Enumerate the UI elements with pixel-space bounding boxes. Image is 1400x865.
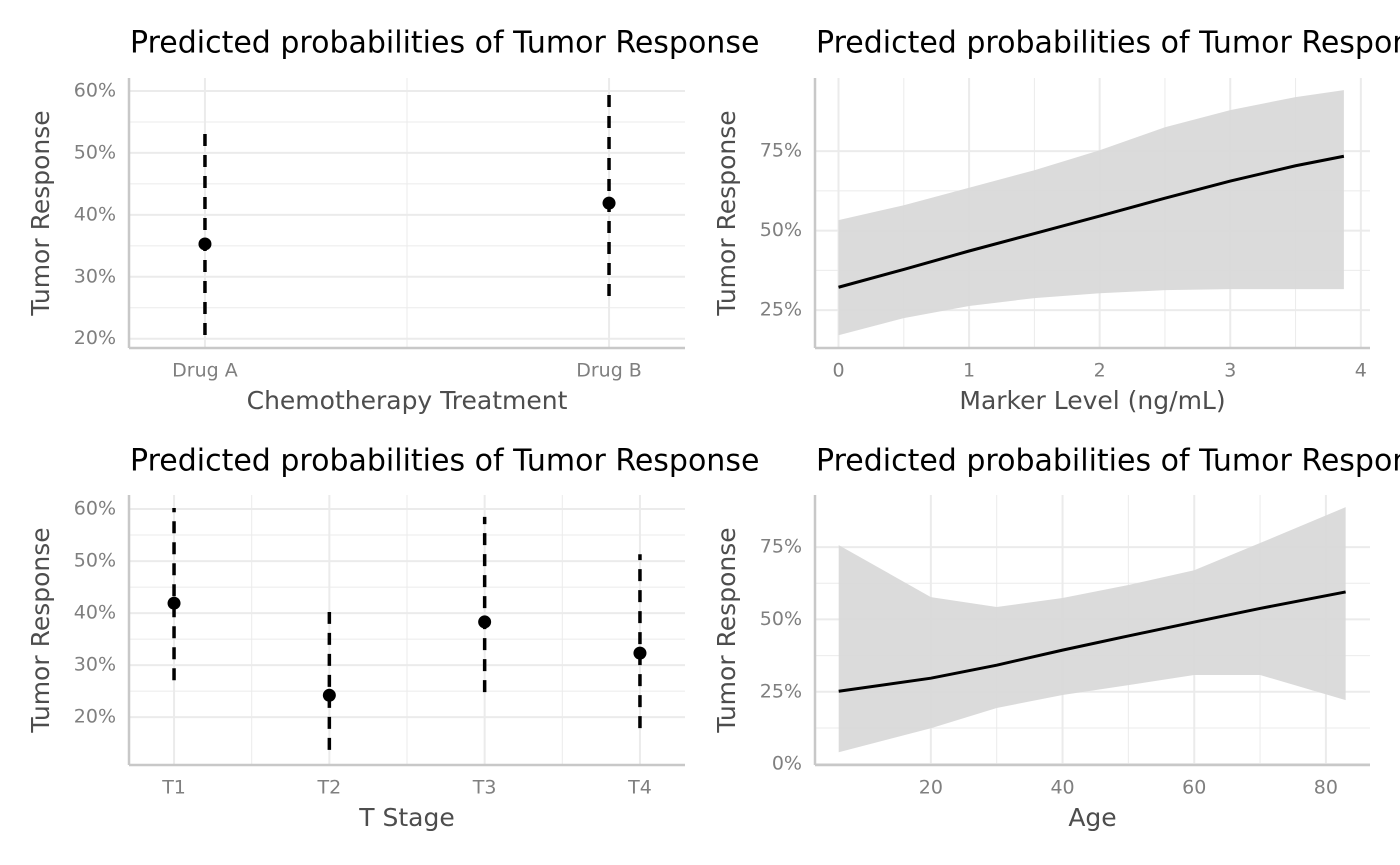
- y-tick-label: 30%: [74, 654, 116, 676]
- x-tick-label: 0: [832, 360, 844, 382]
- y-tick-label: 20%: [74, 327, 116, 349]
- y-axis-title: Tumor Response: [26, 110, 55, 316]
- y-tick-label: 25%: [760, 680, 802, 702]
- x-tick-label: T2: [316, 777, 341, 799]
- x-tick-label: 3: [1224, 360, 1236, 382]
- point: [633, 646, 647, 660]
- point: [198, 237, 212, 251]
- y-axis-title: Tumor Response: [26, 527, 55, 733]
- x-tick-label: 60: [1182, 777, 1206, 799]
- panel: 0% 25% 50% 75% 20 40 60 80 Age Tumor Response Pred…: [712, 444, 1400, 833]
- x-axis-title: Age: [1068, 803, 1116, 832]
- x-tick-label: T4: [627, 777, 652, 799]
- panel: 25% 50% 75% 0 1 2 3 4 Marker Level (ng/mL) Tumor …: [712, 26, 1400, 416]
- y-tick-label: 25%: [760, 299, 802, 321]
- chart-title: Predicted probabilities of Tumor Respons…: [816, 444, 1400, 479]
- point: [322, 688, 336, 702]
- y-tick-label: 60%: [74, 498, 116, 520]
- y-tick-label: 40%: [74, 203, 116, 225]
- x-tick-label: Drug A: [172, 360, 238, 382]
- panel: 20% 30% 40% 50% 60% T1 T2 T3 T4 T Stage Tumor Resp…: [26, 444, 759, 833]
- chart-title: Predicted probabilities of Tumor Respons…: [816, 26, 1400, 61]
- x-tick-label: T1: [161, 777, 186, 799]
- x-tick-label: 1: [963, 360, 975, 382]
- point: [478, 615, 492, 629]
- x-tick-label: 80: [1314, 777, 1338, 799]
- x-tick-label: 2: [1094, 360, 1106, 382]
- y-tick-label: 40%: [74, 602, 116, 624]
- y-tick-label: 50%: [74, 141, 116, 163]
- y-tick-label: 50%: [760, 219, 802, 241]
- y-tick-label: 0%: [772, 753, 802, 775]
- x-tick-label: Drug B: [576, 360, 642, 382]
- line: [838, 154, 1345, 289]
- x-axis-title: Chemotherapy Treatment: [247, 386, 568, 415]
- x-tick-label: 40: [1050, 777, 1074, 799]
- x-tick-label: 20: [919, 777, 943, 799]
- y-tick-label: 75%: [760, 536, 802, 558]
- line: [838, 590, 1346, 693]
- y-tick-label: 50%: [74, 550, 116, 572]
- chart-title: Predicted probabilities of Tumor Respons…: [130, 26, 759, 61]
- point: [602, 196, 616, 210]
- chart-title: Predicted probabilities of Tumor Respons…: [130, 444, 759, 479]
- panel: 20% 30% 40% 50% 60% Drug A Drug B Chemotherapy …: [26, 26, 759, 416]
- y-axis-title: Tumor Response: [712, 110, 741, 316]
- x-tick-label: 4: [1355, 360, 1367, 382]
- y-tick-label: 60%: [74, 80, 116, 102]
- y-tick-label: 50%: [760, 608, 802, 630]
- y-tick-label: 75%: [760, 140, 802, 162]
- x-axis-title: Marker Level (ng/mL): [959, 386, 1225, 415]
- confidence-band: [838, 90, 1344, 336]
- y-tick-label: 30%: [74, 265, 116, 287]
- y-tick-label: 20%: [74, 706, 116, 728]
- y-axis-title: Tumor Response: [712, 527, 741, 733]
- confidence-band: [838, 507, 1346, 753]
- point: [167, 596, 181, 610]
- x-tick-label: T3: [472, 777, 497, 799]
- x-axis-title: T Stage: [358, 803, 454, 832]
